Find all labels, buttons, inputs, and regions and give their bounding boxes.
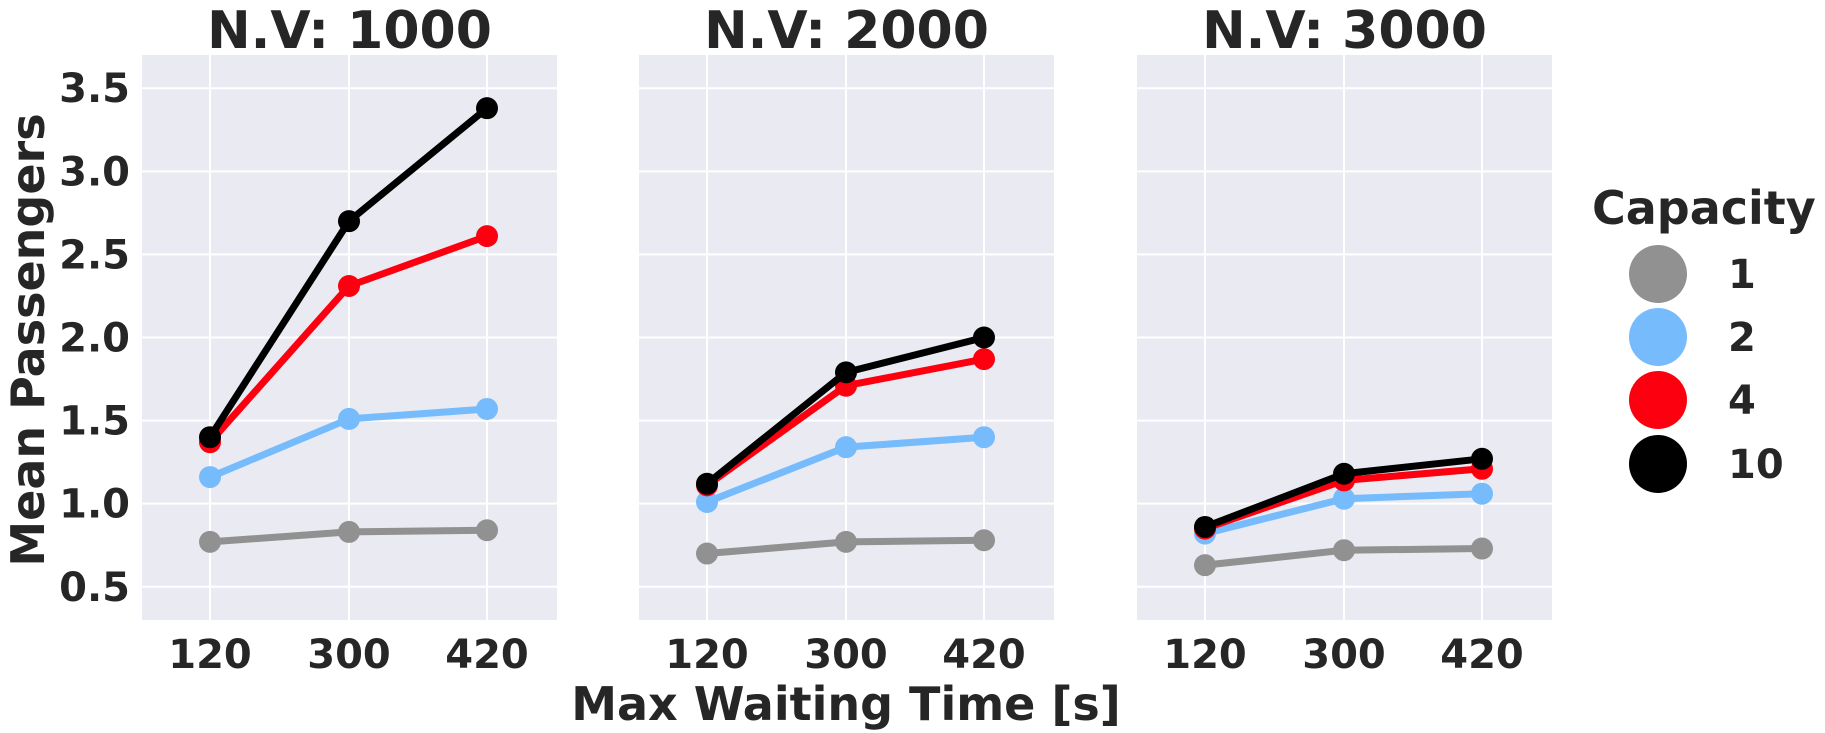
y-tick-label: 1.5 <box>59 399 130 445</box>
series-1 <box>696 529 995 565</box>
data-point <box>199 466 221 489</box>
series-1 <box>199 519 498 553</box>
data-point <box>1333 487 1355 510</box>
panel-3: N.V: 3000 120 300 420 <box>1137 1 1552 678</box>
data-point <box>835 436 857 459</box>
data-point <box>338 274 360 297</box>
x-tick-label: 300 <box>1302 632 1386 678</box>
x-tick-label: 420 <box>1440 632 1524 678</box>
legend-marker <box>1629 245 1687 303</box>
panel-2: N.V: 2000 120 300 420 <box>639 1 1054 678</box>
y-tick-label: 1.0 <box>59 482 130 528</box>
legend: 1 2 4 10 <box>1629 245 1784 493</box>
data-point <box>199 530 221 553</box>
data-point <box>338 210 360 233</box>
legend-label: 10 <box>1728 442 1784 488</box>
data-point <box>476 97 498 120</box>
data-point <box>973 529 995 552</box>
data-point <box>476 519 498 542</box>
legend-entry-1: 1 <box>1629 245 1756 303</box>
y-axis-label: Mean Passengers <box>1 113 55 566</box>
x-tick-label: 120 <box>665 632 749 678</box>
series-2 <box>696 426 995 514</box>
data-point <box>1471 537 1493 560</box>
y-tick-label: 0.5 <box>59 565 130 611</box>
legend-marker <box>1629 435 1687 493</box>
x-tick-label: 420 <box>445 632 529 678</box>
series-10 <box>696 326 995 495</box>
legend-entry-10: 10 <box>1629 435 1784 493</box>
data-point <box>476 397 498 420</box>
data-point <box>835 530 857 553</box>
x-tick-label: 120 <box>1163 632 1247 678</box>
panel-title: N.V: 3000 <box>1202 1 1487 61</box>
data-point <box>696 491 718 514</box>
legend-label: 2 <box>1728 315 1756 361</box>
data-point <box>1194 515 1216 538</box>
panel-title: N.V: 2000 <box>704 1 989 61</box>
x-tick-label: 420 <box>942 632 1026 678</box>
data-point <box>476 225 498 248</box>
legend-entry-2: 2 <box>1629 308 1756 366</box>
data-point <box>1333 462 1355 485</box>
panel-title: N.V: 1000 <box>207 1 492 61</box>
y-tick-label: 2.5 <box>59 232 130 278</box>
data-point <box>338 520 360 543</box>
legend-title: Capacity <box>1592 181 1816 235</box>
data-point <box>973 426 995 449</box>
legend-label: 1 <box>1728 252 1756 298</box>
data-point <box>1471 447 1493 470</box>
data-point <box>1333 539 1355 562</box>
data-point <box>338 407 360 430</box>
series-10 <box>199 97 498 449</box>
data-point <box>1194 554 1216 577</box>
legend-marker <box>1629 308 1687 366</box>
legend-entry-4: 4 <box>1629 371 1756 429</box>
legend-marker <box>1629 371 1687 429</box>
data-point <box>1471 482 1493 505</box>
data-point <box>973 326 995 349</box>
data-point <box>696 472 718 495</box>
x-axis-label: Max Waiting Time [s] <box>571 677 1121 731</box>
panel-1: N.V: 1000 0.5 1.0 1.5 2.0 2.5 3.0 3.5 120 300 420 <box>59 1 557 678</box>
x-tick-label: 300 <box>307 632 391 678</box>
y-tick-label: 3.5 <box>59 66 130 112</box>
y-tick-label: 2.0 <box>59 316 130 362</box>
series-2 <box>199 397 498 489</box>
series-1 <box>1194 537 1493 577</box>
y-tick-label: 3.0 <box>59 149 130 195</box>
data-point <box>835 361 857 384</box>
data-point <box>973 348 995 371</box>
data-point <box>696 542 718 565</box>
series-10 <box>1194 447 1493 538</box>
x-tick-label: 120 <box>168 632 252 678</box>
data-point <box>199 426 221 449</box>
x-tick-label: 300 <box>804 632 888 678</box>
legend-label: 4 <box>1728 378 1756 424</box>
